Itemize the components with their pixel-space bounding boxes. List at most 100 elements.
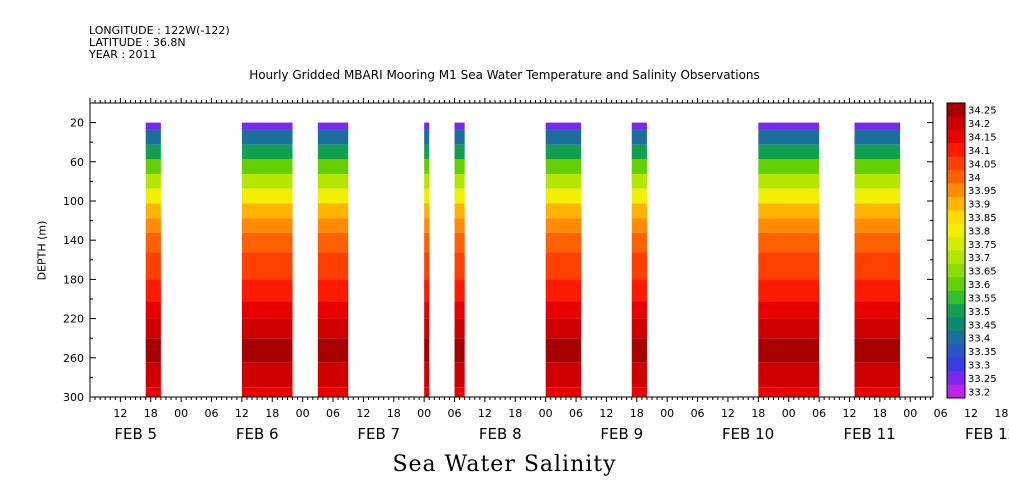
colorbar-cell <box>947 330 965 345</box>
colorbar-label: 33.3 <box>968 360 990 371</box>
data-band <box>631 232 647 253</box>
data-band <box>145 122 161 130</box>
data-band <box>631 301 647 319</box>
data-band <box>241 218 293 233</box>
colorbar-cell <box>947 237 965 251</box>
colorbar-label: 33.5 <box>968 307 990 318</box>
data-band <box>545 387 582 397</box>
data-band <box>145 218 161 233</box>
x-tick-label: 12 <box>721 407 735 420</box>
data-band <box>145 129 161 145</box>
data-band <box>317 362 349 388</box>
data-band <box>758 279 820 302</box>
data-band <box>424 144 430 160</box>
x-day-label: FEB 11 <box>843 425 895 443</box>
data-band <box>317 338 349 363</box>
x-day-label: FEB 8 <box>479 425 522 443</box>
data-band <box>545 301 582 319</box>
latitude-label: LATITUDE : 36.8N <box>89 36 186 49</box>
data-band <box>424 362 430 388</box>
data-band <box>241 252 293 280</box>
colorbar-cell <box>947 290 965 305</box>
data-band <box>241 174 293 189</box>
data-band <box>854 301 901 319</box>
data-band <box>145 188 161 204</box>
data-band <box>317 144 349 160</box>
data-band <box>424 218 430 233</box>
data-band <box>631 122 647 130</box>
colorbar-cell <box>947 250 965 265</box>
data-band <box>545 188 582 204</box>
data-band <box>145 203 161 219</box>
data-band <box>854 318 901 339</box>
data-band <box>454 159 465 175</box>
x-tick-label: 00 <box>903 407 917 420</box>
data-band <box>317 159 349 175</box>
data-band <box>758 188 820 204</box>
year-label: YEAR : 2011 <box>89 48 157 61</box>
data-band <box>145 279 161 302</box>
x-tick-label: 12 <box>113 407 127 420</box>
data-band <box>454 144 465 160</box>
data-band <box>145 387 161 397</box>
data-band <box>317 318 349 339</box>
colorbar-label: 34.05 <box>968 159 997 170</box>
x-axis-label: Sea Water Salinity <box>392 452 617 477</box>
data-band <box>758 318 820 339</box>
data-band <box>758 159 820 175</box>
colorbar-label: 33.9 <box>968 200 990 211</box>
x-tick-label: 12 <box>356 407 370 420</box>
x-tick-label: 06 <box>812 407 826 420</box>
data-band <box>241 338 293 363</box>
x-tick-label: 18 <box>144 407 158 420</box>
data-band <box>758 129 820 145</box>
colorbar-cell <box>947 371 965 386</box>
data-band <box>317 174 349 189</box>
data-band <box>758 174 820 189</box>
data-band <box>241 159 293 175</box>
data-band <box>854 362 901 388</box>
data-band <box>758 203 820 219</box>
colorbar-cell <box>947 223 965 238</box>
data-band <box>317 203 349 219</box>
colorbar-cell <box>947 170 965 184</box>
data-band <box>758 122 820 130</box>
x-tick-label: 00 <box>539 407 553 420</box>
colorbar-label: 33.7 <box>968 253 990 264</box>
x-day-label: FEB 9 <box>600 425 643 443</box>
data-band <box>145 174 161 189</box>
data-band <box>854 232 901 253</box>
data-band <box>424 232 430 253</box>
data-band <box>631 159 647 175</box>
data-band <box>454 338 465 363</box>
data-band <box>854 129 901 145</box>
colorbar-label: 34.1 <box>968 146 990 157</box>
data-band <box>854 144 901 160</box>
data-band <box>424 279 430 302</box>
x-day-label: FEB 10 <box>722 425 774 443</box>
x-tick-label: 00 <box>174 407 188 420</box>
colorbar-label: 33.4 <box>968 334 990 345</box>
data-band <box>758 301 820 319</box>
colorbar-label: 33.85 <box>968 213 997 224</box>
data-band <box>545 318 582 339</box>
data-band <box>241 387 293 397</box>
y-tick-label: 300 <box>63 391 84 404</box>
data-band <box>854 188 901 204</box>
colorbar-cell <box>947 196 965 211</box>
data-band <box>317 301 349 319</box>
x-tick-label: 12 <box>235 407 249 420</box>
x-tick-label: 18 <box>630 407 644 420</box>
data-band <box>424 301 430 319</box>
data-band <box>424 252 430 280</box>
data-band <box>631 318 647 339</box>
colorbar-cell <box>947 103 965 117</box>
x-tick-label: 18 <box>265 407 279 420</box>
x-tick-label: 12 <box>478 407 492 420</box>
colorbar-label: 33.65 <box>968 267 997 278</box>
data-band <box>424 122 430 130</box>
y-tick-label: 20 <box>70 117 84 130</box>
data-band <box>545 122 582 130</box>
data-band <box>145 232 161 253</box>
